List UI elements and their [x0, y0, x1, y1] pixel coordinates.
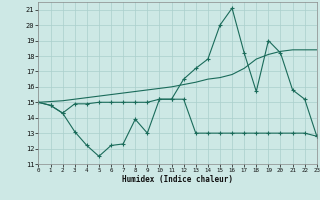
- X-axis label: Humidex (Indice chaleur): Humidex (Indice chaleur): [122, 175, 233, 184]
